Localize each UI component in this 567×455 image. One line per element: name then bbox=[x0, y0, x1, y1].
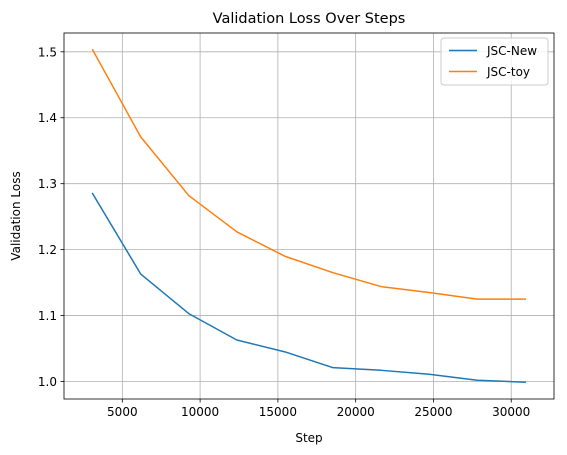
y-tick-label: 1.0 bbox=[38, 375, 57, 389]
series-layer bbox=[91, 48, 527, 383]
x-tick-label: 30000 bbox=[492, 405, 530, 419]
series-line-jsc-new bbox=[91, 192, 527, 383]
y-tick-label: 1.3 bbox=[38, 177, 57, 191]
y-tick-label: 1.5 bbox=[38, 45, 57, 59]
legend-label-jsc-toy: JSC-toy bbox=[486, 65, 530, 79]
x-tick-label: 25000 bbox=[414, 405, 452, 419]
legend: JSC-New JSC-toy bbox=[440, 37, 549, 86]
x-axis: 5000 10000 15000 20000 25000 30000 bbox=[107, 399, 530, 419]
x-tick-label: 15000 bbox=[259, 405, 297, 419]
legend-label-jsc-new: JSC-New bbox=[486, 44, 537, 58]
chart-title: Validation Loss Over Steps bbox=[213, 11, 406, 27]
y-axis-label: Validation Loss bbox=[9, 171, 23, 260]
series-line-jsc-toy bbox=[91, 48, 526, 300]
plot-frame bbox=[63, 32, 555, 400]
y-axis: 1.0 1.1 1.2 1.3 1.4 1.5 bbox=[38, 45, 64, 389]
x-tick-label: 5000 bbox=[107, 405, 138, 419]
grid-layer bbox=[64, 33, 554, 399]
y-tick-label: 1.4 bbox=[38, 111, 57, 125]
x-axis-label: Step bbox=[295, 431, 322, 445]
x-tick-label: 10000 bbox=[181, 405, 219, 419]
x-tick-label: 20000 bbox=[337, 405, 375, 419]
y-tick-label: 1.1 bbox=[38, 309, 57, 323]
y-tick-label: 1.2 bbox=[38, 243, 57, 257]
plot-area bbox=[63, 32, 555, 400]
